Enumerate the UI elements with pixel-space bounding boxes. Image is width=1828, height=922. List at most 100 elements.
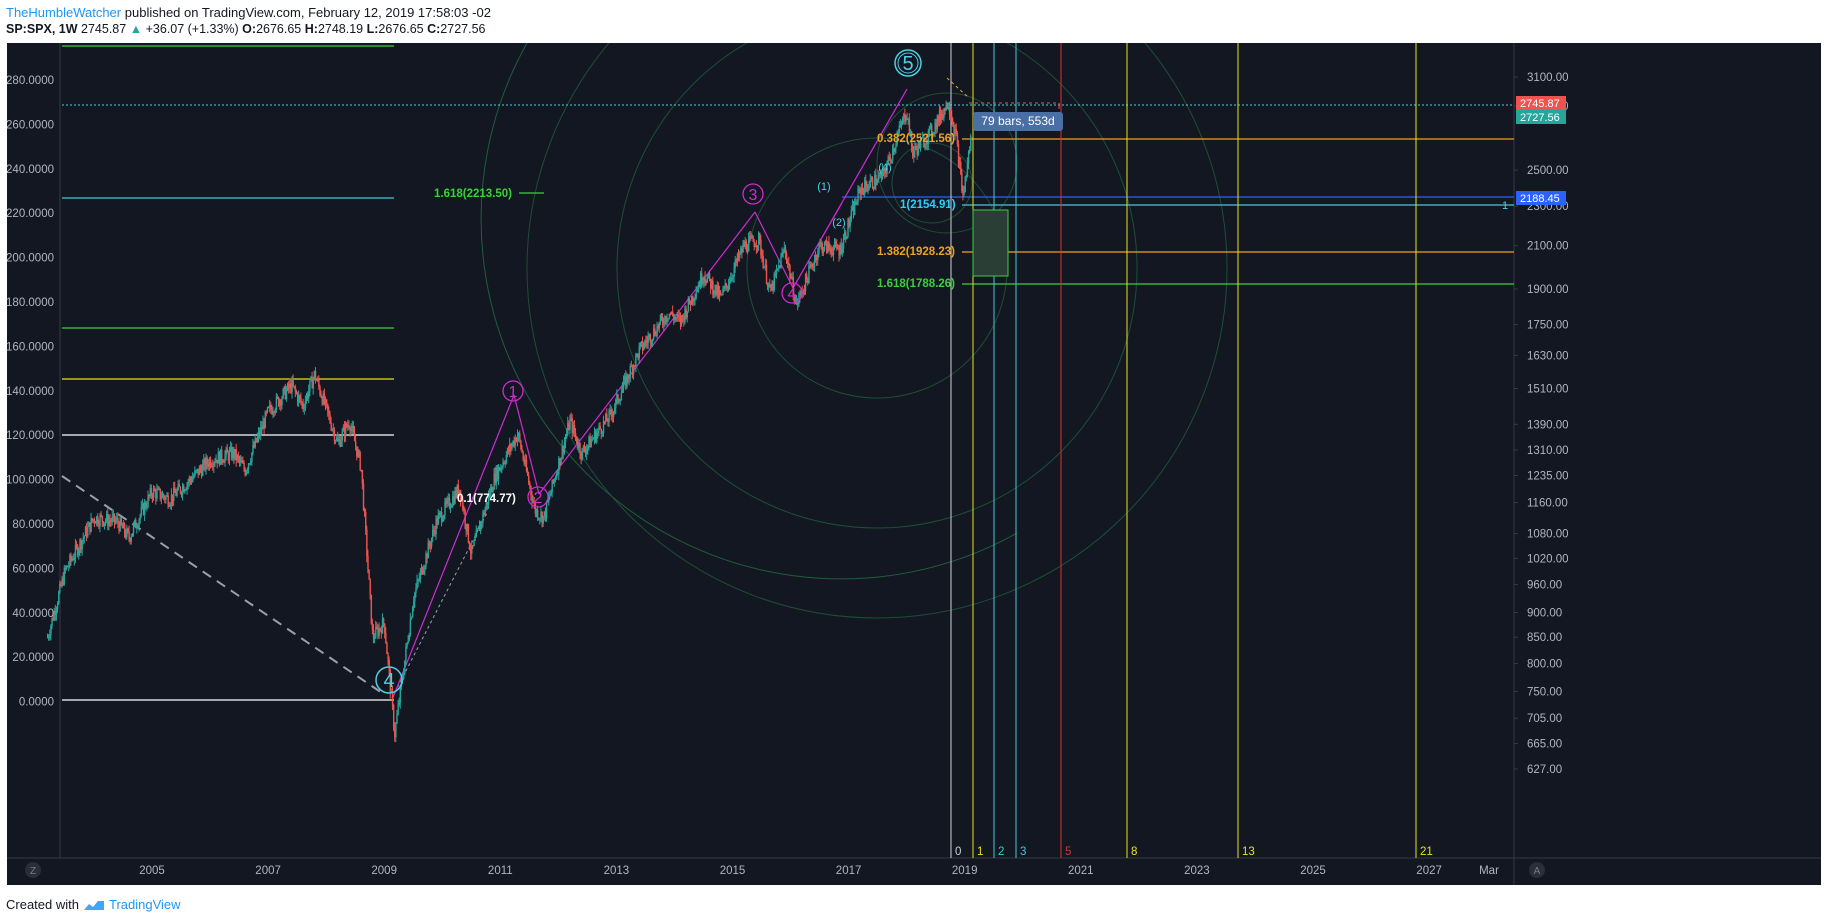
high-label: H: xyxy=(304,22,318,36)
projection-dashed xyxy=(391,512,488,699)
candle-body xyxy=(779,265,781,269)
candle-body xyxy=(522,452,524,460)
candle-body xyxy=(414,592,416,602)
range-label: 79 bars, 553d xyxy=(981,114,1054,128)
candle-body xyxy=(965,174,968,178)
candle-body xyxy=(115,520,117,523)
candle-body xyxy=(917,141,920,155)
candle-body xyxy=(799,291,801,299)
candle-body xyxy=(309,380,311,391)
right-axis-tick-label: 665.00 xyxy=(1527,739,1562,751)
fib-time-zone-label: 2 xyxy=(998,846,1004,858)
candle-body xyxy=(418,578,421,580)
candle-body xyxy=(417,579,419,581)
candle-body xyxy=(379,628,381,630)
candle-body xyxy=(529,482,531,487)
candle-body xyxy=(714,284,716,293)
candle-body xyxy=(475,530,477,538)
candle-body xyxy=(269,405,271,407)
candle-body xyxy=(831,252,834,255)
candle-body xyxy=(544,511,547,518)
candle-body xyxy=(236,455,239,461)
candle-body xyxy=(919,139,922,149)
candle-body xyxy=(104,520,107,523)
candle-body xyxy=(362,483,365,510)
candle-body xyxy=(885,173,887,175)
candle-body xyxy=(59,583,61,593)
candle-body xyxy=(313,371,316,379)
candle-body xyxy=(728,282,731,285)
candle-body xyxy=(384,623,386,634)
candle-body xyxy=(806,274,808,279)
price-tag xyxy=(1516,96,1566,110)
candle-body xyxy=(509,443,511,452)
candle-body xyxy=(602,421,605,434)
candle-body xyxy=(603,421,606,423)
candle-body xyxy=(430,538,433,547)
candle-body xyxy=(204,459,206,470)
candle-body xyxy=(619,400,621,402)
candle-body xyxy=(947,107,950,109)
candle-body xyxy=(628,378,630,380)
wave-intermediate-label: 4 xyxy=(788,286,797,303)
x-axis-tick-label: 2013 xyxy=(604,865,630,877)
candle-body xyxy=(739,253,741,258)
candle-body xyxy=(339,439,341,447)
candle-body xyxy=(473,540,475,546)
zoom-button-bg xyxy=(25,862,41,878)
candle-body xyxy=(83,535,86,539)
open-value: 2676.65 xyxy=(256,22,302,36)
candle-body xyxy=(727,284,730,289)
candle-body xyxy=(301,402,303,404)
price-chart[interactable]: 4 5 1 2 3 4 (1) (2) (4) 1.618(2213.50) 0.382(2521… xyxy=(7,43,1821,885)
candle-body xyxy=(542,515,544,524)
candle-body xyxy=(948,107,951,114)
tradingview-link[interactable]: TradingView xyxy=(108,897,181,912)
candle-body xyxy=(247,463,250,470)
candle-body xyxy=(899,125,902,127)
candle-body xyxy=(311,376,313,389)
candle-body xyxy=(852,205,855,215)
candle-body xyxy=(386,642,388,654)
wave-line-minor xyxy=(792,202,843,289)
candle-body xyxy=(861,187,864,190)
candle-body xyxy=(807,278,809,284)
candle-body xyxy=(266,407,269,413)
candle-body xyxy=(515,438,518,442)
candle-body xyxy=(706,277,709,283)
candle-body xyxy=(548,496,550,502)
candle-body xyxy=(814,255,817,261)
chart-area[interactable]: 4 5 1 2 3 4 (1) (2) (4) 1.618(2213.50) 0.382(2521… xyxy=(7,43,1821,885)
candle-body xyxy=(144,502,146,515)
candle-body xyxy=(763,267,766,269)
candle-body xyxy=(712,280,714,295)
candle-body xyxy=(665,316,667,322)
price-tag-label: 2188.45 xyxy=(1520,193,1560,205)
candle-body xyxy=(437,514,440,525)
candle-body xyxy=(480,521,482,531)
trend-line-dashed xyxy=(61,475,386,696)
candle-body xyxy=(918,141,921,149)
candle-body xyxy=(390,691,393,693)
candle-body xyxy=(133,520,136,525)
candle-body xyxy=(434,530,436,535)
candle-body xyxy=(582,447,585,449)
candle-body xyxy=(932,133,934,135)
candle-body xyxy=(898,125,901,133)
x-axis-tick-label: 2011 xyxy=(488,865,513,877)
candle-body xyxy=(342,427,345,432)
candle-body xyxy=(961,172,963,191)
candle-body xyxy=(84,527,87,536)
candle-body xyxy=(486,502,489,505)
price-tag xyxy=(1516,110,1566,124)
candle-body xyxy=(836,243,838,249)
candle-body xyxy=(407,640,409,643)
candle-body xyxy=(108,520,110,526)
wave-primary-circle xyxy=(894,49,922,77)
author-link[interactable]: TheHumbleWatcher xyxy=(6,5,122,20)
candle-body xyxy=(439,512,442,514)
candle-body xyxy=(367,555,369,570)
candle-body xyxy=(257,431,260,437)
candle-body xyxy=(938,110,941,122)
candle-body xyxy=(630,366,633,368)
